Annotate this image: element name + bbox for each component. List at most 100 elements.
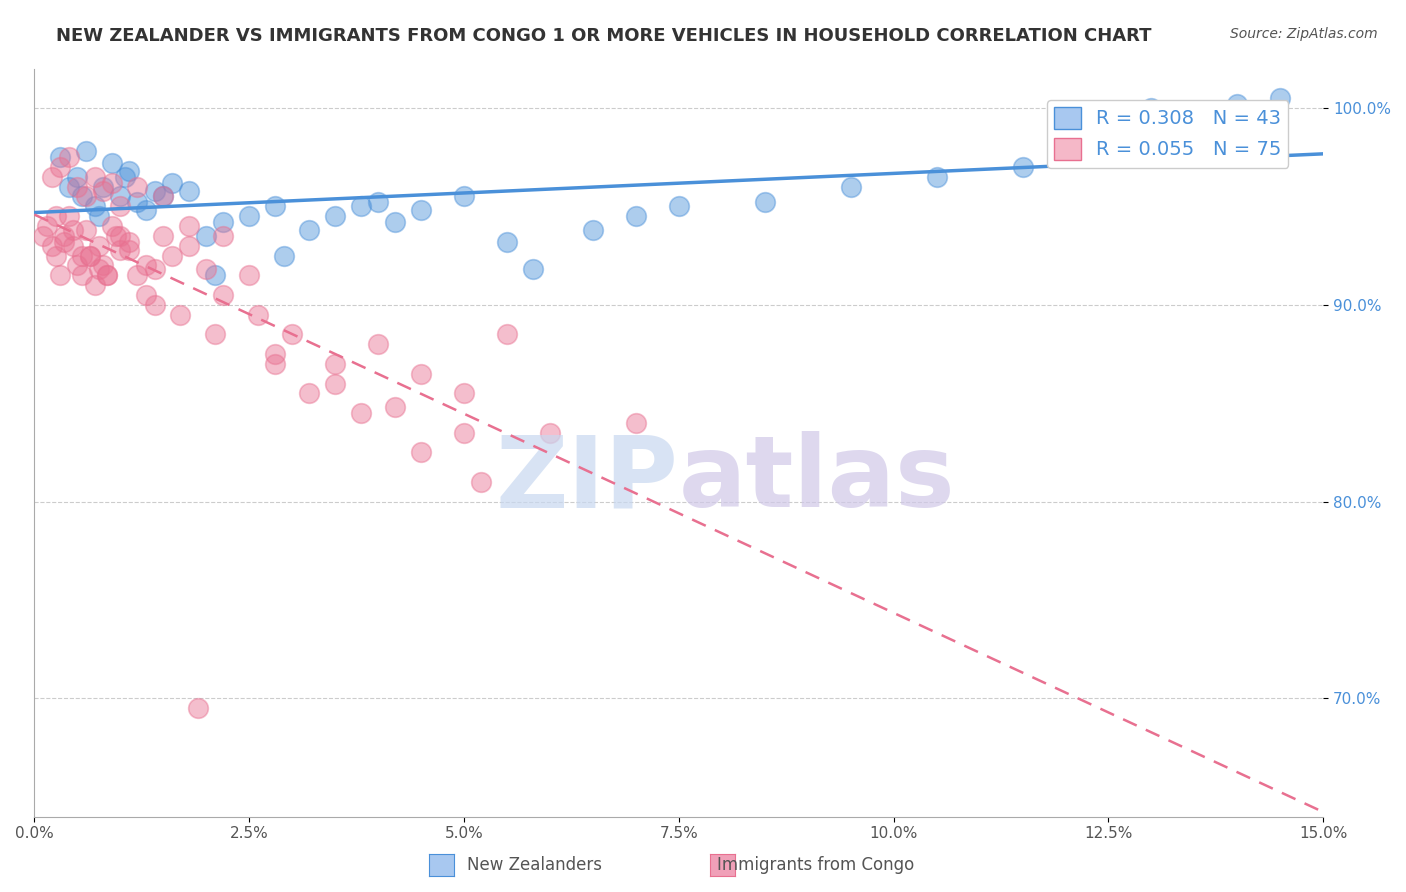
New Zealanders <box>350 199 373 213</box>
Immigrants from Congo <box>105 228 128 243</box>
Immigrants from Congo <box>350 406 373 420</box>
Immigrants from Congo <box>75 223 97 237</box>
New Zealanders <box>754 195 776 210</box>
Text: ZIP: ZIP <box>496 432 679 528</box>
Immigrants from Congo <box>96 268 118 283</box>
New Zealanders <box>925 169 948 184</box>
Immigrants from Congo <box>96 268 118 283</box>
New Zealanders <box>66 169 89 184</box>
Immigrants from Congo <box>79 248 101 262</box>
New Zealanders <box>75 145 97 159</box>
New Zealanders <box>384 215 406 229</box>
Immigrants from Congo <box>496 327 519 342</box>
Immigrants from Congo <box>238 268 260 283</box>
Immigrants from Congo <box>127 179 149 194</box>
Immigrants from Congo <box>135 288 157 302</box>
Immigrants from Congo <box>37 219 59 233</box>
Immigrants from Congo <box>75 189 97 203</box>
New Zealanders <box>323 209 346 223</box>
Text: Source: ZipAtlas.com: Source: ZipAtlas.com <box>1230 27 1378 41</box>
Immigrants from Congo <box>91 259 114 273</box>
Immigrants from Congo <box>384 400 406 414</box>
Immigrants from Congo <box>53 228 76 243</box>
New Zealanders <box>668 199 690 213</box>
Immigrants from Congo <box>118 243 141 257</box>
Immigrants from Congo <box>83 169 105 184</box>
Immigrants from Congo <box>323 376 346 391</box>
Immigrants from Congo <box>41 238 63 252</box>
New Zealanders <box>118 164 141 178</box>
Immigrants from Congo <box>187 701 209 715</box>
Immigrants from Congo <box>66 259 89 273</box>
Immigrants from Congo <box>143 262 166 277</box>
New Zealanders <box>143 184 166 198</box>
Immigrants from Congo <box>49 268 72 283</box>
Immigrants from Congo <box>49 160 72 174</box>
New Zealanders <box>1140 101 1163 115</box>
Immigrants from Congo <box>70 248 93 262</box>
Immigrants from Congo <box>264 347 287 361</box>
Immigrants from Congo <box>538 425 561 440</box>
New Zealanders <box>496 235 519 249</box>
New Zealanders <box>1270 91 1292 105</box>
New Zealanders <box>70 189 93 203</box>
Immigrants from Congo <box>177 238 200 252</box>
New Zealanders <box>238 209 260 223</box>
Text: atlas: atlas <box>679 432 956 528</box>
New Zealanders <box>204 268 226 283</box>
Immigrants from Congo <box>281 327 304 342</box>
New Zealanders <box>114 169 136 184</box>
Text: NEW ZEALANDER VS IMMIGRANTS FROM CONGO 1 OR MORE VEHICLES IN HOUSEHOLD CORRELATI: NEW ZEALANDER VS IMMIGRANTS FROM CONGO 1… <box>56 27 1152 45</box>
Immigrants from Congo <box>45 248 67 262</box>
Immigrants from Congo <box>160 248 183 262</box>
Immigrants from Congo <box>169 308 191 322</box>
Immigrants from Congo <box>45 209 67 223</box>
Immigrants from Congo <box>118 235 141 249</box>
Immigrants from Congo <box>110 243 132 257</box>
New Zealanders <box>83 199 105 213</box>
Immigrants from Congo <box>110 228 132 243</box>
New Zealanders <box>453 189 475 203</box>
New Zealanders <box>367 195 389 210</box>
Immigrants from Congo <box>41 169 63 184</box>
New Zealanders <box>1226 97 1249 112</box>
New Zealanders <box>160 176 183 190</box>
Immigrants from Congo <box>204 327 226 342</box>
New Zealanders <box>298 223 321 237</box>
New Zealanders <box>100 156 122 170</box>
Immigrants from Congo <box>409 367 432 381</box>
Immigrants from Congo <box>66 179 89 194</box>
Immigrants from Congo <box>79 248 101 262</box>
Immigrants from Congo <box>152 189 174 203</box>
Immigrants from Congo <box>32 228 55 243</box>
Immigrants from Congo <box>453 386 475 401</box>
Immigrants from Congo <box>62 238 84 252</box>
Text: New Zealanders: New Zealanders <box>467 856 602 874</box>
New Zealanders <box>110 189 132 203</box>
New Zealanders <box>624 209 647 223</box>
New Zealanders <box>127 195 149 210</box>
Immigrants from Congo <box>110 199 132 213</box>
New Zealanders <box>91 179 114 194</box>
Immigrants from Congo <box>246 308 269 322</box>
New Zealanders <box>49 150 72 164</box>
Immigrants from Congo <box>70 268 93 283</box>
Immigrants from Congo <box>212 228 235 243</box>
Immigrants from Congo <box>624 416 647 430</box>
Immigrants from Congo <box>135 259 157 273</box>
New Zealanders <box>273 248 295 262</box>
Immigrants from Congo <box>58 209 80 223</box>
Immigrants from Congo <box>87 238 110 252</box>
New Zealanders <box>522 262 544 277</box>
New Zealanders <box>177 184 200 198</box>
New Zealanders <box>58 179 80 194</box>
New Zealanders <box>135 203 157 218</box>
Immigrants from Congo <box>367 337 389 351</box>
Immigrants from Congo <box>100 176 122 190</box>
Immigrants from Congo <box>212 288 235 302</box>
Immigrants from Congo <box>177 219 200 233</box>
New Zealanders <box>264 199 287 213</box>
New Zealanders <box>212 215 235 229</box>
New Zealanders <box>409 203 432 218</box>
Immigrants from Congo <box>298 386 321 401</box>
